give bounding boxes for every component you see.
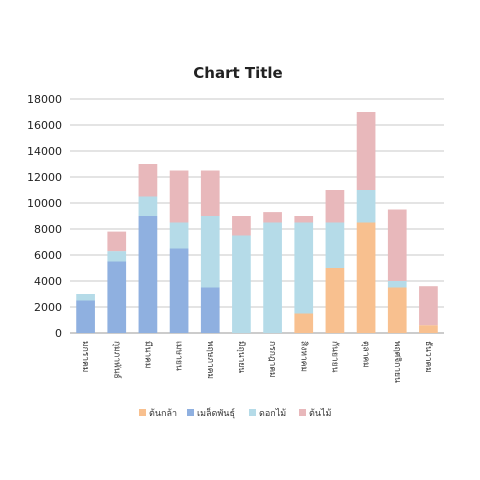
x-tick-label: กุมภาพันธ์ — [111, 341, 122, 379]
legend-label: ต้นกล้า — [149, 408, 177, 419]
legend-swatch — [187, 409, 194, 416]
y-tick-label: 12000 — [27, 171, 62, 184]
y-tick-label: 16000 — [27, 119, 62, 132]
y-tick-label: 6000 — [34, 249, 62, 262]
bar-segment-series-1-cat-1 — [107, 261, 127, 333]
x-tick-label: ธันวาคม — [423, 341, 433, 373]
y-tick-label: 10000 — [27, 197, 62, 210]
y-tick-label: 14000 — [27, 145, 62, 158]
bar-segment-series-2-cat-1 — [107, 251, 127, 262]
x-tick-label: เมษายน — [174, 341, 184, 371]
x-tick-label: มกราคม — [80, 341, 90, 372]
bar-segment-series-2-cat-7 — [294, 222, 314, 314]
legend-label: เมล็ดพันธุ์ — [197, 406, 235, 419]
x-tick-label: พฤศจิกายน — [392, 341, 402, 383]
y-axis-ticks: 0 2000 4000 6000 8000 10000 12000 14000 16000 180… — [27, 93, 62, 340]
bar-segment-series-3-cat-7 — [294, 216, 314, 223]
gridlines — [70, 98, 444, 334]
bar-segment-series-1-cat-3 — [169, 248, 189, 333]
x-tick-label: สิงหาคม — [298, 341, 308, 372]
bar-segment-series-2-cat-2 — [138, 196, 158, 216]
y-tick-label: 8000 — [34, 223, 62, 236]
legend-label: ดอกไม้ — [259, 408, 286, 419]
y-tick-label: 4000 — [34, 275, 62, 288]
x-tick-label: ตุลาคม — [361, 341, 371, 368]
legend-swatch — [299, 409, 306, 416]
bar-segment-series-3-cat-8 — [325, 190, 345, 223]
bar-segment-series-2-cat-4 — [200, 216, 220, 288]
bar-segment-series-2-cat-8 — [325, 222, 345, 268]
x-tick-label: พฤษภาคม — [205, 341, 215, 379]
x-tick-label: มิถุนายน — [236, 341, 246, 373]
bar-segment-series-3-cat-5 — [232, 216, 251, 236]
bar-segment-series-3-cat-4 — [200, 170, 220, 216]
bar-segment-series-3-cat-3 — [169, 170, 189, 223]
legend-swatch — [139, 409, 146, 416]
bar-segment-series-1-cat-4 — [200, 287, 220, 333]
bar-segment-series-0-cat-11 — [419, 325, 438, 333]
bar-segment-series-3-cat-6 — [263, 212, 282, 223]
legend-swatch — [249, 409, 256, 416]
bar-segment-series-2-cat-9 — [356, 190, 376, 223]
bar-segment-series-3-cat-9 — [356, 112, 376, 190]
bar-segment-series-0-cat-10 — [387, 287, 407, 333]
bars — [76, 112, 438, 333]
x-axis-ticks: มกราคม กุมภาพันธ์ มีนาคม เมษายน พฤษภาคม มิถุน… — [80, 341, 433, 383]
bar-segment-series-1-cat-2 — [138, 216, 158, 333]
bar-segment-series-2-cat-3 — [169, 222, 189, 249]
bar-segment-series-2-cat-10 — [387, 281, 407, 288]
legend-label: ต้นไม้ — [309, 408, 332, 419]
bar-segment-series-3-cat-11 — [419, 286, 438, 326]
bar-segment-series-2-cat-6 — [263, 222, 282, 333]
bar-segment-series-2-cat-0 — [76, 294, 95, 301]
y-tick-label: 0 — [55, 327, 62, 340]
chart-title: Chart Title — [193, 64, 282, 82]
legend: ต้นกล้า เมล็ดพันธุ์ ดอกไม้ ต้นไม้ — [139, 406, 332, 419]
bar-segment-series-3-cat-2 — [138, 164, 158, 197]
bar-segment-series-0-cat-7 — [294, 313, 314, 333]
x-tick-label: กันยายน — [329, 341, 339, 373]
bar-segment-series-1-cat-0 — [76, 300, 95, 333]
bar-segment-series-2-cat-5 — [232, 235, 251, 333]
x-tick-label: กรกฎาคม — [267, 341, 277, 378]
x-tick-label: มีนาคม — [142, 341, 153, 368]
y-tick-label: 2000 — [34, 301, 62, 314]
bar-segment-series-0-cat-8 — [325, 268, 345, 333]
bar-segment-series-3-cat-10 — [387, 209, 407, 281]
bar-segment-series-0-cat-9 — [356, 222, 376, 333]
y-tick-label: 18000 — [27, 93, 62, 106]
bar-segment-series-3-cat-1 — [107, 231, 127, 252]
